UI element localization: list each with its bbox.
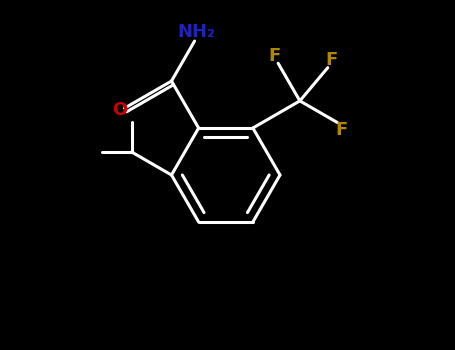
Text: NH₂: NH₂ bbox=[177, 23, 215, 41]
Text: F: F bbox=[335, 121, 348, 139]
Text: O: O bbox=[112, 101, 127, 119]
Text: F: F bbox=[326, 51, 338, 69]
Text: F: F bbox=[268, 47, 281, 65]
